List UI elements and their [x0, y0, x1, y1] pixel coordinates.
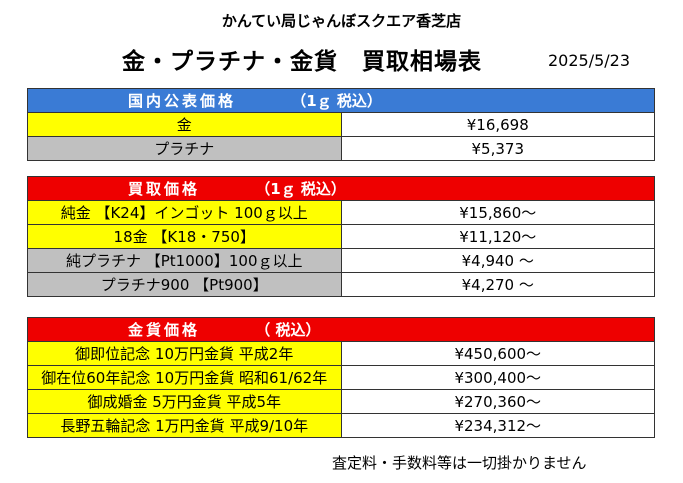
- item-price: ¥270,360～: [340, 389, 655, 414]
- public-price-label: 国内公表価格: [128, 92, 237, 110]
- coin-price-tax-note: （ 税込）: [255, 321, 321, 339]
- page-title: 金・プラチナ・金貨 買取相場表: [122, 49, 482, 75]
- item-price: ¥300,400～: [340, 365, 655, 390]
- buy-price-label: 買取価格: [128, 180, 201, 198]
- public-price-header: 国内公表価格 （1ｇ 税込）: [27, 88, 655, 113]
- date-label: 2025/5/23: [548, 51, 631, 70]
- item-name: 御在位60年記念 10万円金貨 昭和61/62年: [27, 365, 342, 390]
- table-row: 御即位記念 10万円金貨 平成2年 ¥450,600～: [27, 341, 655, 366]
- table-row: プラチナ ¥5,373: [27, 136, 655, 161]
- item-name: 御即位記念 10万円金貨 平成2年: [27, 341, 342, 366]
- item-name: 金: [27, 112, 342, 137]
- table-row: 純金 【K24】インゴット 100ｇ以上 ¥15,860～: [27, 200, 655, 225]
- item-name: 18金 【K18・750】: [27, 224, 342, 249]
- item-name: 純プラチナ 【Pt1000】100ｇ以上: [27, 248, 342, 273]
- public-price-tax-note: （1ｇ 税込）: [291, 92, 382, 110]
- buy-price-tax-note: （1ｇ 税込）: [255, 180, 346, 198]
- item-price: ¥450,600～: [340, 341, 655, 366]
- table-row: プラチナ900 【Pt900】 ¥4,270 ～: [27, 272, 655, 297]
- table-row: 御在位60年記念 10万円金貨 昭和61/62年 ¥300,400～: [27, 365, 655, 390]
- coin-price-label: 金貨価格: [128, 321, 201, 339]
- item-price: ¥234,312～: [340, 413, 655, 438]
- store-name: かんてい局じゃんぼスクエア香芝店: [221, 12, 462, 30]
- fee-note: 査定料・手数料等は一切掛かりません: [332, 454, 587, 472]
- table-row: 御成婚金 5万円金貨 平成5年 ¥270,360～: [27, 389, 655, 414]
- item-name: プラチナ900 【Pt900】: [27, 272, 342, 297]
- coin-price-header: 金貨価格 （ 税込）: [27, 317, 655, 342]
- table-row: 長野五輪記念 1万円金貨 平成9/10年 ¥234,312～: [27, 413, 655, 438]
- item-price: ¥5,373: [340, 136, 655, 161]
- item-price: ¥15,860～: [340, 200, 655, 225]
- item-name: 純金 【K24】インゴット 100ｇ以上: [27, 200, 342, 225]
- item-name: プラチナ: [27, 136, 342, 161]
- item-price: ¥4,940 ～: [340, 248, 655, 273]
- item-price: ¥16,698: [340, 112, 655, 137]
- table-row: 金 ¥16,698: [27, 112, 655, 137]
- public-price-table: 国内公表価格 （1ｇ 税込） 金 ¥16,698 プラチナ ¥5,373: [27, 88, 655, 161]
- item-price: ¥4,270 ～: [340, 272, 655, 297]
- buy-price-header: 買取価格 （1ｇ 税込）: [27, 176, 655, 201]
- table-row: 純プラチナ 【Pt1000】100ｇ以上 ¥4,940 ～: [27, 248, 655, 273]
- item-name: 長野五輪記念 1万円金貨 平成9/10年: [27, 413, 342, 438]
- buy-price-table: 買取価格 （1ｇ 税込） 純金 【K24】インゴット 100ｇ以上 ¥15,86…: [27, 176, 655, 297]
- item-name: 御成婚金 5万円金貨 平成5年: [27, 389, 342, 414]
- coin-price-table: 金貨価格 （ 税込） 御即位記念 10万円金貨 平成2年 ¥450,600～ 御…: [27, 317, 655, 438]
- table-row: 18金 【K18・750】 ¥11,120～: [27, 224, 655, 249]
- item-price: ¥11,120～: [340, 224, 655, 249]
